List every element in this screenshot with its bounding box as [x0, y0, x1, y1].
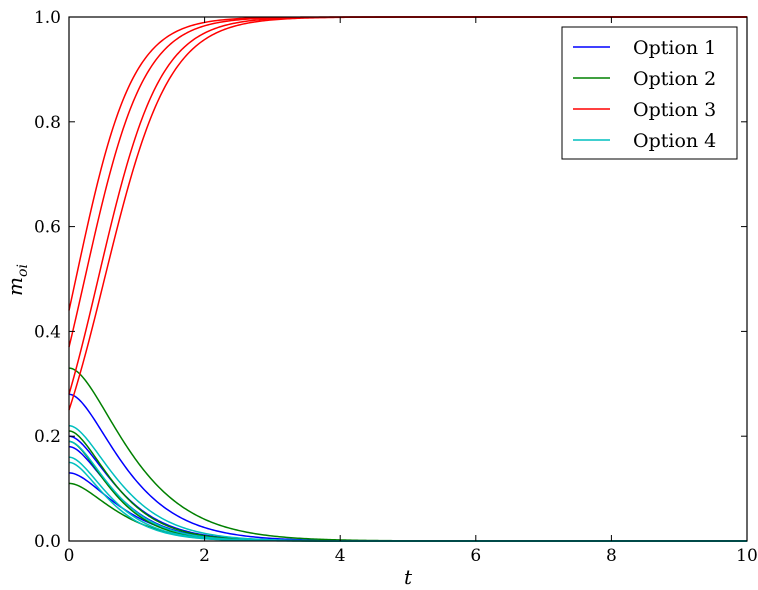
- legend-label-3: Option 3: [633, 99, 716, 121]
- x-axis-label: t: [404, 565, 413, 589]
- series-line-1-2: [68, 435, 747, 542]
- y-tick-label: 0.6: [34, 218, 61, 238]
- y-tick-label: 0.4: [34, 322, 61, 342]
- y-axis-label: moi: [3, 264, 31, 296]
- plot-frame: [68, 16, 748, 542]
- series-line-2-2: [68, 430, 747, 542]
- series-line-4-1: [68, 424, 747, 542]
- x-tick-label: 8: [606, 546, 617, 566]
- y-axis-label-subscript: oi: [15, 264, 31, 277]
- legend-label-1: Option 1: [633, 37, 716, 59]
- x-tick-label: 10: [736, 546, 758, 566]
- y-tick-label: 0.8: [34, 113, 61, 133]
- legend: Option 1 Option 2 Option 3 Option 4: [561, 26, 738, 160]
- legend-box: [561, 26, 738, 160]
- x-tick-label: 4: [335, 546, 346, 566]
- svg-text:moi: moi: [3, 264, 31, 296]
- x-tick-label: 2: [199, 546, 210, 566]
- legend-label-4: Option 4: [633, 130, 716, 152]
- series-line-2-1: [68, 367, 747, 542]
- series-line-1-1: [68, 393, 747, 542]
- legend-label-2: Option 2: [633, 68, 716, 90]
- y-tick-label: 1.0: [34, 8, 61, 28]
- x-tick-label: 6: [470, 546, 481, 566]
- y-tick-label: 0.0: [34, 532, 61, 552]
- x-tick-label: 0: [64, 546, 75, 566]
- y-tick-label: 0.2: [34, 427, 61, 447]
- ticks-layer: 0 2 4 6 8 10 0.0 0.2 0.4 0.6 0.8 1.0: [34, 8, 758, 566]
